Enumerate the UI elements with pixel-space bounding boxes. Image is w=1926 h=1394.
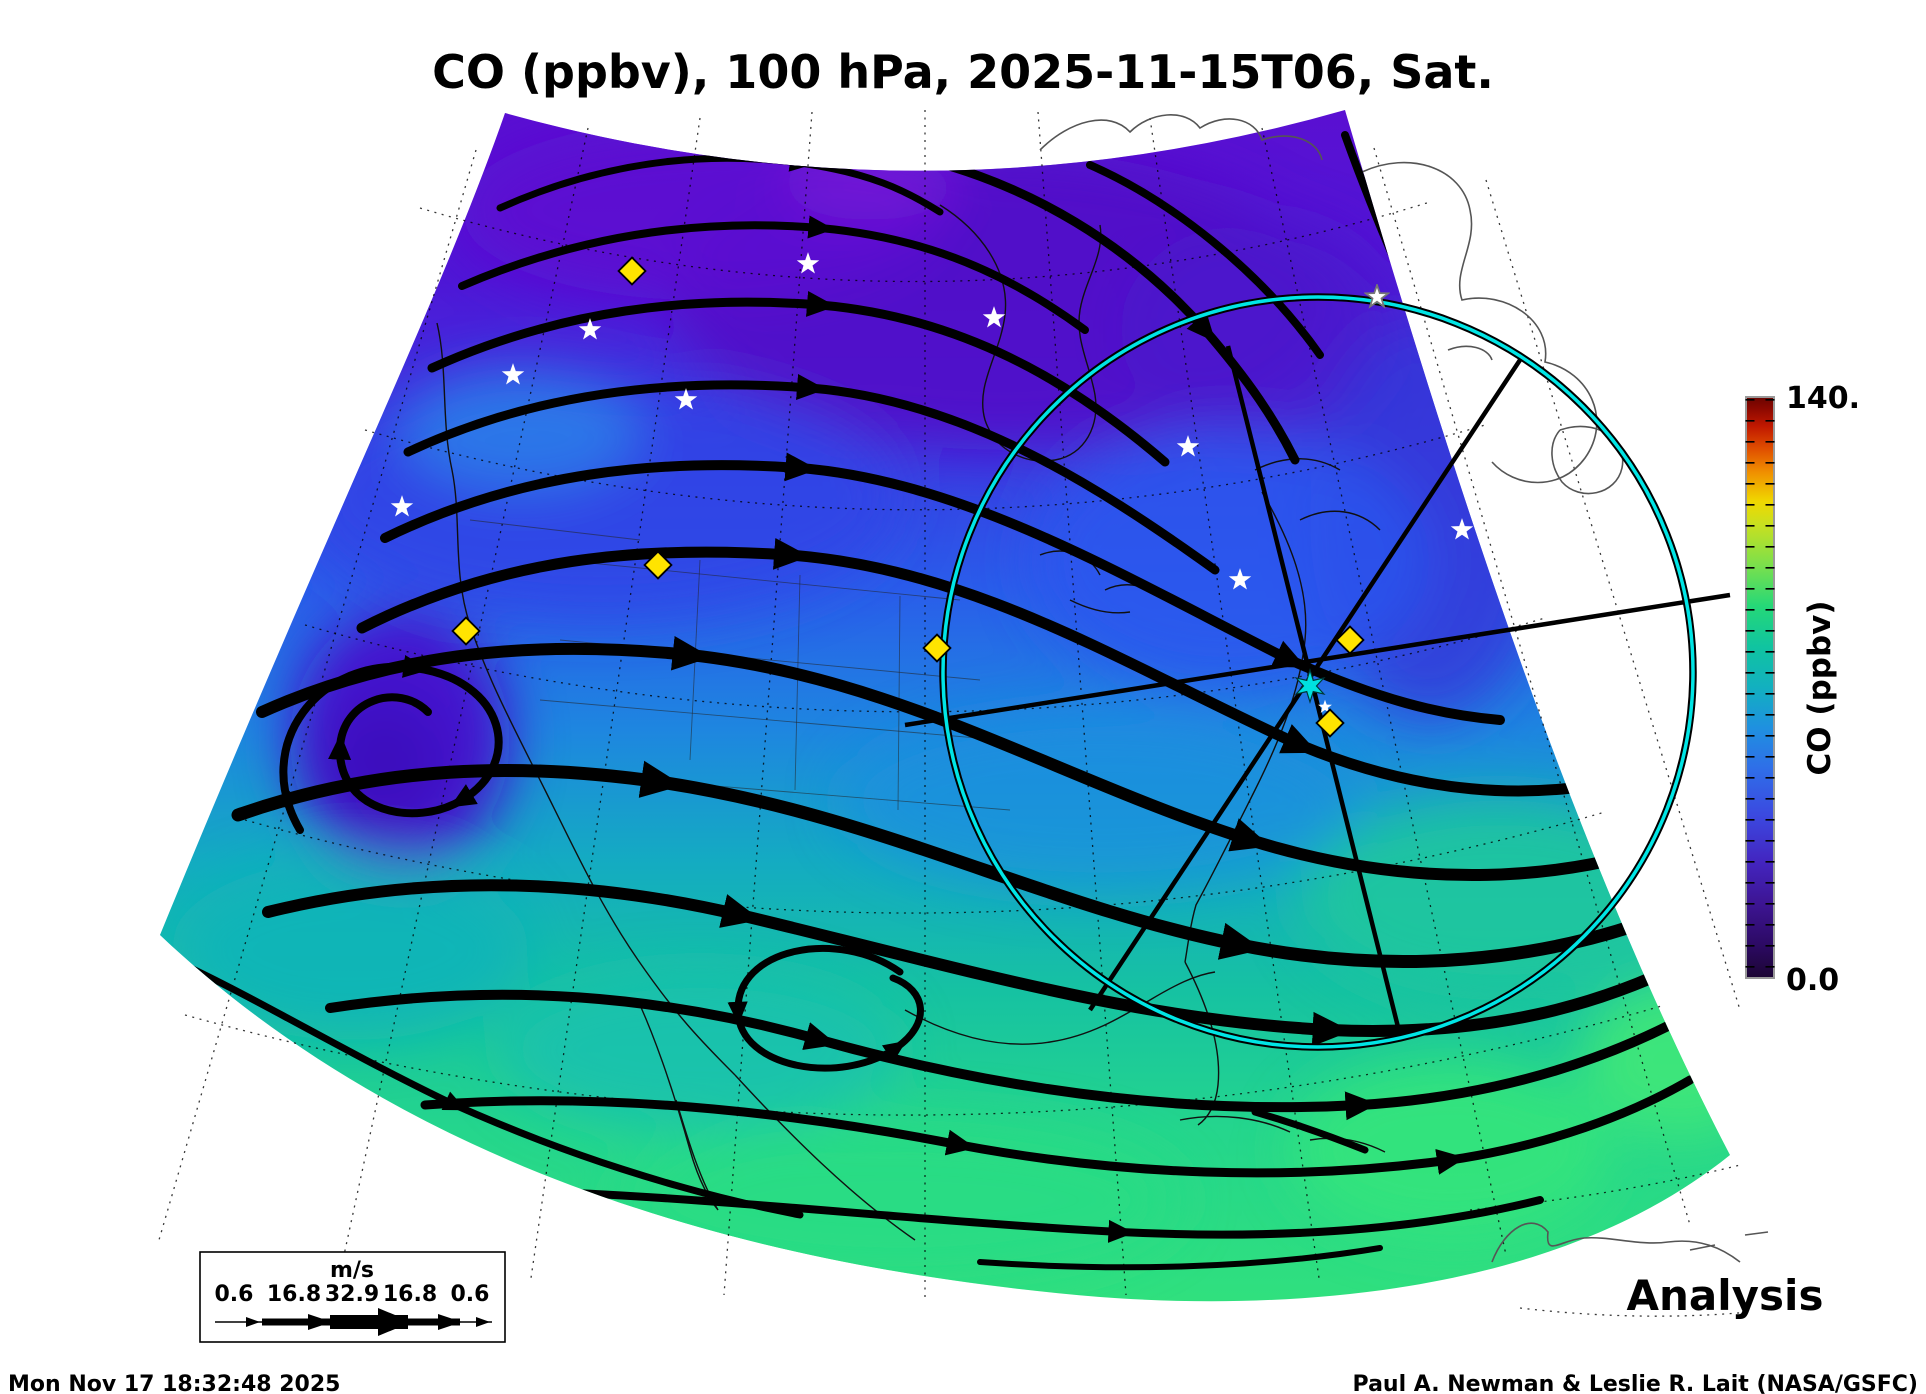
analysis-label: Analysis bbox=[1627, 1271, 1824, 1320]
colorbar-max-label: 140. bbox=[1786, 381, 1860, 416]
wind-legend-value: 0.6 bbox=[451, 1282, 490, 1307]
satellite-overlay bbox=[904, 293, 1731, 1051]
colorbar-gradient bbox=[1745, 396, 1775, 979]
wind-legend-value: 16.8 bbox=[383, 1282, 437, 1307]
wind-legend-value: 0.6 bbox=[215, 1282, 254, 1307]
co-field-fill bbox=[160, 110, 1730, 1302]
footer-timestamp: Mon Nov 17 18:32:48 2025 bbox=[8, 1372, 340, 1394]
cyan-star-marker bbox=[1294, 667, 1326, 705]
yellow-diamond-markers bbox=[451, 256, 1365, 738]
wind-legend-value: 16.8 bbox=[267, 1282, 321, 1307]
colorbar-axis-label: CO (ppbv) bbox=[1802, 600, 1838, 775]
station-markers bbox=[390, 252, 1474, 738]
wind-speed-legend: m/s 0.6 16.8 32.9 16.8 0.6 bbox=[199, 1251, 506, 1343]
ground-track-line-3 bbox=[904, 592, 1731, 728]
streamlines bbox=[174, 131, 1707, 1271]
satellite-view-circle bbox=[941, 295, 1695, 1049]
wind-legend-arrow-glyph bbox=[215, 1308, 492, 1336]
colorbar: 140. 0.0 CO (ppbv) bbox=[1745, 381, 1860, 998]
footer-credit: Paul A. Newman & Leslie R. Lait (NASA/GS… bbox=[1353, 1372, 1918, 1394]
colorbar-min-label: 0.0 bbox=[1786, 963, 1839, 998]
coastline-outside bbox=[1039, 114, 1769, 1263]
wind-legend-units: m/s bbox=[330, 1258, 374, 1283]
wind-legend-value: 32.9 bbox=[325, 1282, 379, 1307]
plot-title: CO (ppbv), 100 hPa, 2025-11-15T06, Sat. bbox=[432, 45, 1494, 99]
